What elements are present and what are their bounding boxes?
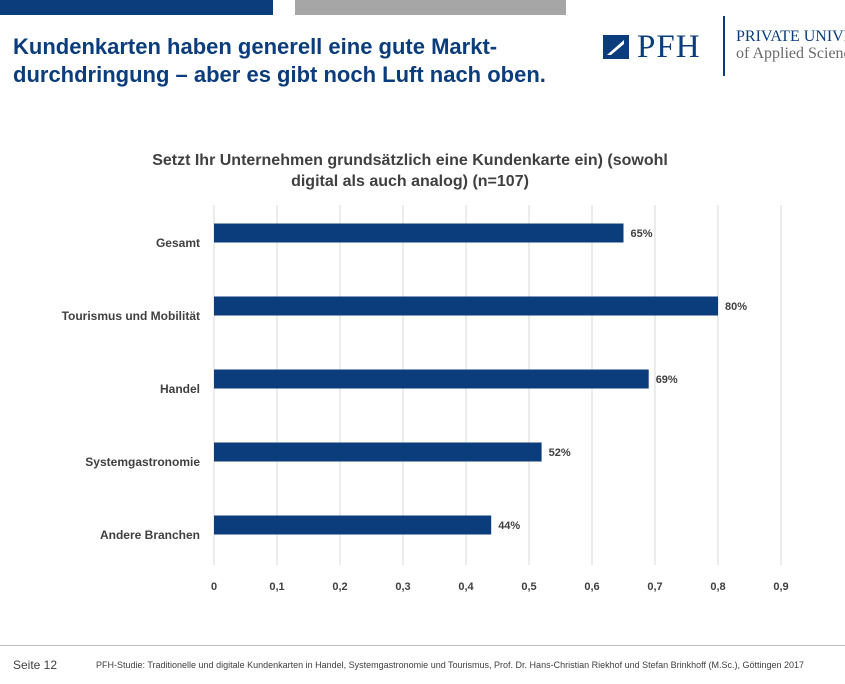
data-label: 44% — [498, 520, 520, 532]
x-tick-label: 0,9 — [773, 581, 788, 593]
source-citation: PFH-Studie: Traditionelle und digitale K… — [96, 660, 805, 670]
x-tick-label: 0,2 — [332, 581, 347, 593]
x-tick-label: 0,3 — [395, 581, 410, 593]
category-label: Tourismus und Mobilität — [62, 309, 200, 323]
logo-tagline-2: of Applied Sciences — [736, 45, 845, 62]
logo-tagline-1: PRIVATE UNIVERSITY — [736, 28, 845, 45]
category-label: Systemgastronomie — [85, 455, 200, 469]
data-label: 80% — [725, 301, 747, 313]
bar-chart: 0 0,1 0,2 0,3 0,4 0,5 0,6 0,7 0,8 0,9 Gesamt 65% Tou… — [62, 205, 789, 593]
pfh-logo-mark-icon — [603, 35, 629, 59]
logo-divider — [723, 16, 725, 76]
slide-headline: Kundenkarten haben generell eine gute Ma… — [13, 33, 593, 89]
top-accent-bar-gray — [295, 0, 566, 15]
category-label: Andere Branchen — [100, 528, 200, 542]
top-accent-bar-blue — [0, 0, 273, 15]
chart-title-line-1: Setzt Ihr Unternehmen grundsätzlich eine… — [152, 152, 668, 169]
x-tick-label: 0,8 — [710, 581, 725, 593]
data-label: 65% — [631, 228, 653, 240]
category-label: Handel — [160, 382, 200, 396]
bar — [214, 369, 649, 389]
chart-title: Setzt Ihr Unternehmen grundsätzlich eine… — [100, 150, 720, 192]
x-tick-label: 0 — [211, 581, 217, 593]
x-tick-label: 0,5 — [521, 581, 536, 593]
bars — [214, 223, 718, 535]
data-label: 69% — [656, 374, 678, 386]
chart-title-line-2: digital als auch analog) (n=107) — [291, 173, 529, 190]
pfh-logo: PFH PRIVATE UNIVERSITY of Applied Scienc… — [603, 16, 845, 78]
x-tick-label: 0,4 — [458, 581, 474, 593]
bar — [214, 223, 624, 243]
data-label: 52% — [549, 447, 571, 459]
footer-divider — [0, 645, 845, 646]
category-label: Gesamt — [156, 236, 200, 250]
bar — [214, 296, 718, 316]
x-tick-label: 0,7 — [647, 581, 662, 593]
headline-line-2: durchdringung – aber es gibt noch Luft n… — [13, 62, 546, 87]
bar — [214, 515, 492, 535]
labels: 0 0,1 0,2 0,3 0,4 0,5 0,6 0,7 0,8 0,9 Gesamt 65% Tou… — [62, 228, 789, 593]
x-tick-label: 0,1 — [269, 581, 284, 593]
bar — [214, 442, 542, 462]
headline-line-1: Kundenkarten haben generell eine gute Ma… — [13, 34, 498, 59]
page-number: Seite 12 — [13, 658, 58, 672]
x-tick-label: 0,6 — [584, 581, 599, 593]
logo-name: PFH — [637, 29, 701, 65]
